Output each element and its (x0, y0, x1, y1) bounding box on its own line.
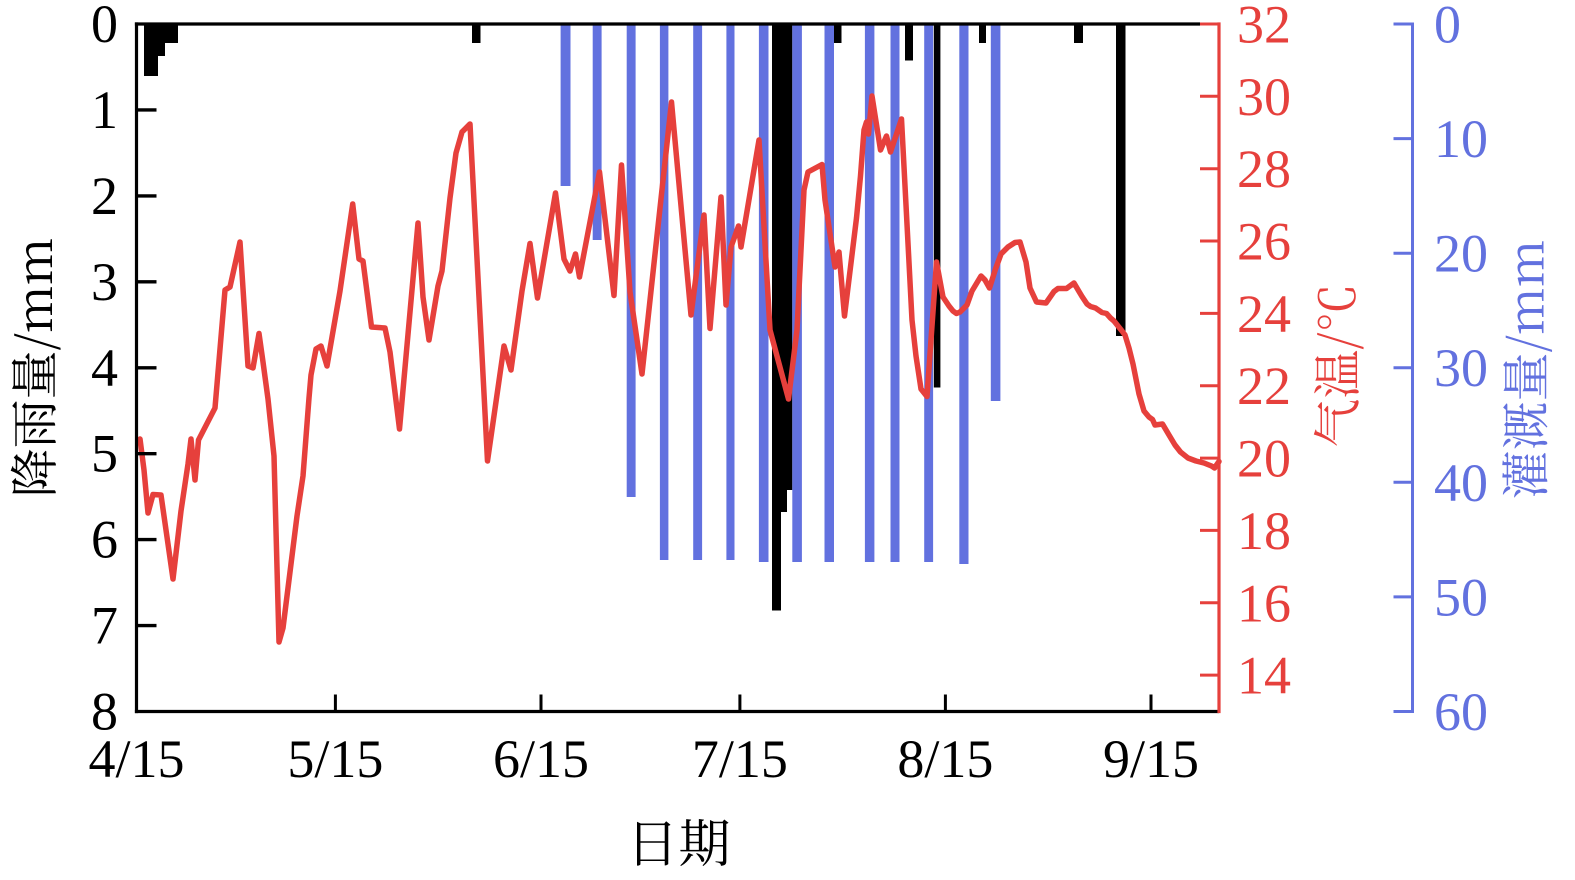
svg-text:24: 24 (1237, 284, 1291, 344)
svg-text:4: 4 (91, 338, 118, 398)
svg-text:0: 0 (91, 0, 118, 54)
svg-text:3: 3 (91, 252, 118, 312)
svg-text:50: 50 (1434, 567, 1488, 627)
svg-text:30: 30 (1237, 67, 1291, 127)
svg-text:40: 40 (1434, 453, 1488, 513)
svg-text:28: 28 (1237, 139, 1291, 199)
svg-text:0: 0 (1434, 0, 1461, 55)
svg-text:7/15: 7/15 (692, 729, 788, 789)
svg-text:32: 32 (1237, 0, 1291, 55)
svg-text:16: 16 (1237, 573, 1291, 633)
svg-text:60: 60 (1434, 682, 1488, 742)
svg-text:5/15: 5/15 (287, 729, 383, 789)
svg-text:22: 22 (1237, 356, 1291, 416)
svg-text:4/15: 4/15 (88, 729, 184, 789)
svg-text:18: 18 (1237, 501, 1291, 561)
svg-text:5: 5 (91, 424, 118, 484)
svg-text:1: 1 (91, 80, 118, 140)
svg-text:14: 14 (1237, 646, 1291, 706)
svg-text:10: 10 (1434, 109, 1488, 169)
svg-text:9/15: 9/15 (1103, 729, 1199, 789)
svg-text:26: 26 (1237, 212, 1291, 272)
svg-text:20: 20 (1434, 224, 1488, 284)
svg-text:30: 30 (1434, 338, 1488, 398)
svg-text:8: 8 (91, 682, 118, 742)
svg-text:2: 2 (91, 166, 118, 226)
svg-text:8/15: 8/15 (897, 729, 993, 789)
svg-text:7: 7 (91, 596, 118, 656)
svg-text:6: 6 (91, 510, 118, 570)
svg-text:6/15: 6/15 (493, 729, 589, 789)
svg-text:20: 20 (1237, 429, 1291, 489)
